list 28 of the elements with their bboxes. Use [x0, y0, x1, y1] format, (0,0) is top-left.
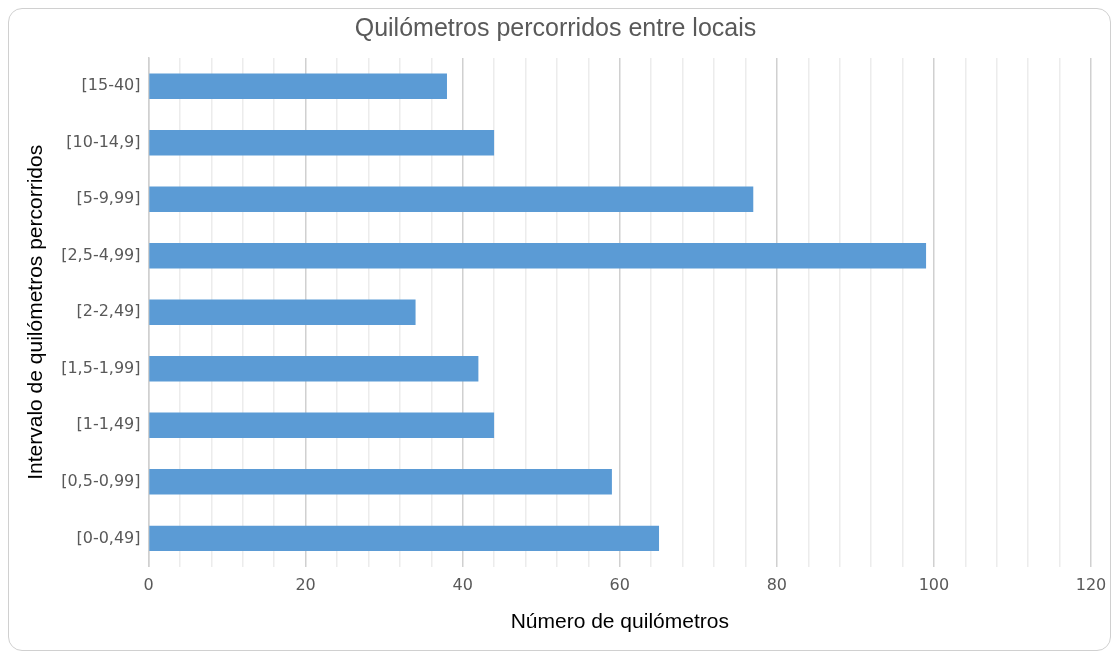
x-tick-label: 100 [918, 575, 950, 595]
y-tick-label: [1-1,49] [76, 414, 141, 434]
x-tick-label: 80 [766, 575, 788, 595]
x-tick-label: 20 [295, 575, 316, 595]
y-tick-label: [5-9,99] [76, 188, 141, 208]
y-tick-label: [2-2,49] [76, 301, 141, 321]
y-axis-title: Intervalo de quilómetros percorridos [23, 144, 47, 480]
y-tick-label: [10-14,9] [66, 131, 141, 151]
x-tick-label: 120 [1075, 575, 1107, 595]
bar [149, 525, 660, 552]
bar [149, 412, 495, 439]
y-tick-label: [0-0,49] [76, 527, 141, 547]
chart-title: Quilómetros percorridos entre locais [354, 12, 757, 41]
bar [149, 299, 416, 326]
bar [149, 130, 495, 156]
bar [149, 73, 447, 99]
bar [149, 356, 479, 382]
y-tick-label: [0,5-0,99] [61, 470, 141, 490]
bar [149, 469, 612, 495]
bar [149, 243, 927, 269]
bar [149, 186, 754, 212]
x-tick-label: 0 [143, 575, 154, 595]
x-tick-label: 60 [609, 575, 630, 595]
y-tick-label: [2,5-4,99] [61, 244, 141, 264]
y-tick-label: [15-40] [81, 75, 141, 95]
x-axis-title: Número de quilómetros [510, 609, 729, 633]
y-tick-label: [1,5-1,99] [61, 357, 141, 377]
x-tick-label: 40 [452, 575, 473, 595]
